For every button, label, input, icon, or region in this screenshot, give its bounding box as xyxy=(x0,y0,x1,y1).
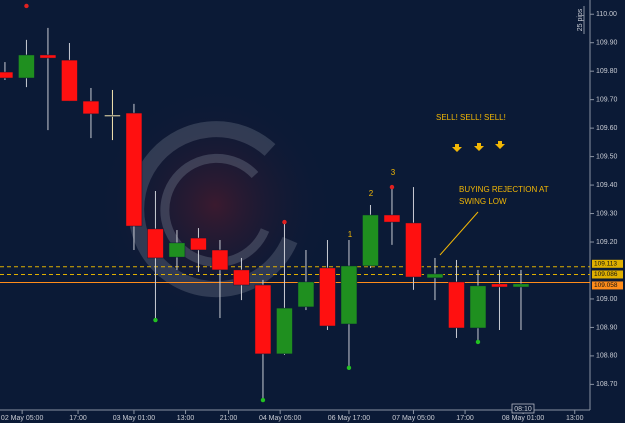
annotation: 2 xyxy=(369,189,374,198)
candle-body xyxy=(104,114,121,117)
scale-label: 25 pips xyxy=(577,8,584,31)
x-tick-label: 03 May 01:00 xyxy=(113,415,156,422)
y-tick-label: 109.90 xyxy=(596,40,618,47)
candle-body xyxy=(18,54,35,79)
price-level-tag xyxy=(592,270,623,279)
candle-body xyxy=(190,237,207,251)
candle-body xyxy=(233,269,250,286)
price-level-tag xyxy=(592,259,623,268)
candle-body xyxy=(340,265,358,325)
candle-body xyxy=(297,281,315,308)
current-time-box xyxy=(511,403,535,414)
candle-body xyxy=(405,222,422,278)
marker xyxy=(389,184,395,190)
y-tick-label: 109.70 xyxy=(596,96,618,103)
y-tick-label: 109.30 xyxy=(596,210,618,217)
marker xyxy=(153,317,158,323)
x-tick-label: 02 May 05:00 xyxy=(1,415,44,422)
candle-body xyxy=(319,267,336,327)
price-level-tag xyxy=(592,281,623,290)
candle-body xyxy=(61,59,78,102)
y-tick-label: 108.70 xyxy=(596,381,618,388)
candle-body xyxy=(276,307,293,355)
y-tick-label: 110.00 xyxy=(596,11,617,18)
candle-body xyxy=(0,71,14,79)
x-tick-label: 13:00 xyxy=(177,415,195,422)
marker xyxy=(346,365,352,371)
price-level-label: 109.086 xyxy=(594,271,618,278)
x-tick-label: 21:00 xyxy=(220,415,238,422)
x-tick-label: 13:00 xyxy=(566,415,584,422)
candle-body xyxy=(168,242,186,258)
y-tick-label: 109.40 xyxy=(596,182,618,189)
x-tick-label: 07 May 05:00 xyxy=(392,415,435,422)
candle-body xyxy=(125,112,143,227)
candle-body xyxy=(448,281,465,329)
y-tick-label: 109.50 xyxy=(596,153,618,160)
annotation: SWING LOW xyxy=(459,197,507,206)
x-tick-label: 06 May 17:00 xyxy=(328,415,371,422)
candle-body xyxy=(469,285,487,329)
candle-body xyxy=(147,228,164,259)
marker xyxy=(24,3,29,9)
y-tick-label: 108.90 xyxy=(596,324,618,331)
candle-body xyxy=(362,214,379,267)
candle-body xyxy=(512,283,530,288)
marker xyxy=(260,397,266,403)
candle-body xyxy=(39,54,57,59)
annotation-pointer xyxy=(439,211,479,256)
annotation: 3 xyxy=(391,168,396,177)
x-tick-label: 08 May 01:00 xyxy=(502,415,545,422)
candle-body xyxy=(383,214,401,223)
marker xyxy=(475,339,481,345)
annotation: BUYING REJECTION AT xyxy=(459,185,549,194)
annotation: 1 xyxy=(348,230,353,239)
price-level-label: 109.113 xyxy=(594,261,617,268)
y-tick-label: 109.60 xyxy=(596,125,618,132)
y-tick-label: 109.00 xyxy=(596,296,618,303)
x-tick-label: 17:00 xyxy=(69,415,87,422)
x-tick-label: 04 May 05:00 xyxy=(259,415,302,422)
current-time-label: 08:10 xyxy=(514,406,532,413)
y-tick-label: 108.80 xyxy=(596,353,618,360)
price-level-label: 109.058 xyxy=(594,282,618,289)
candle-body xyxy=(82,100,100,115)
x-tick-label: 17:00 xyxy=(456,415,474,422)
marker xyxy=(282,219,287,225)
y-tick-label: 109.80 xyxy=(596,68,618,75)
y-tick-label: 109.20 xyxy=(596,239,618,246)
sell-arrows xyxy=(452,141,505,152)
candle-body xyxy=(426,273,444,279)
candle-body xyxy=(254,284,272,355)
candle-body xyxy=(491,283,508,288)
candle-body xyxy=(211,249,229,271)
annotation: SELL! SELL! SELL! xyxy=(436,113,506,122)
